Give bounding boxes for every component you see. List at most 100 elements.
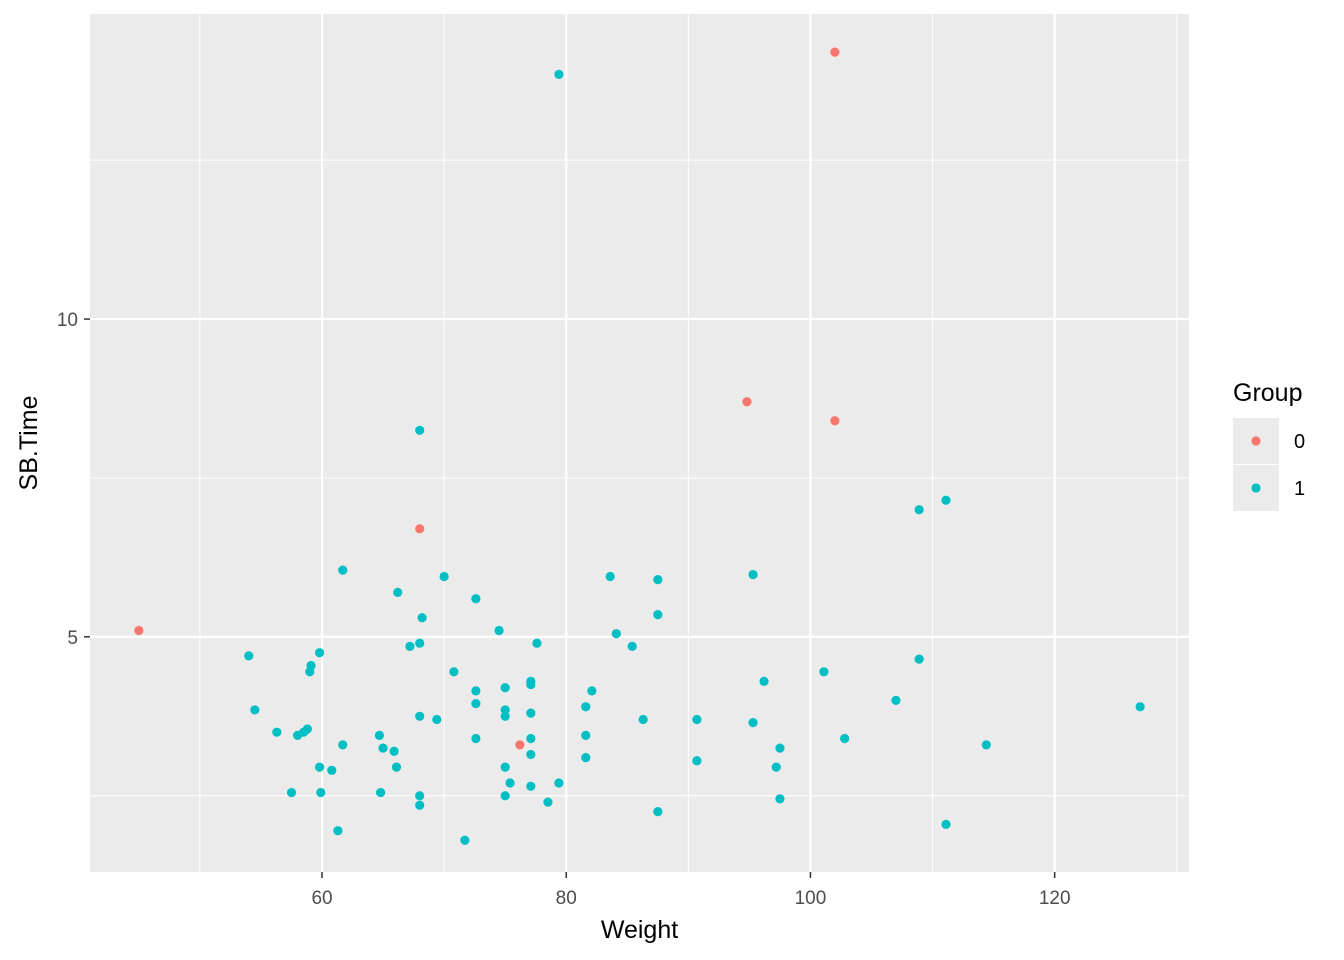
legend-label-1: 1 (1294, 478, 1305, 500)
data-point-group-1 (500, 683, 510, 693)
data-point-group-1 (338, 565, 348, 575)
legend-title: Group (1233, 379, 1302, 407)
major-grid (90, 14, 1189, 872)
data-point-group-1 (748, 718, 758, 728)
data-point-group-1 (653, 807, 663, 817)
data-point-group-1 (914, 505, 924, 515)
minor-grid (90, 14, 1189, 872)
data-point-group-1 (981, 740, 991, 750)
data-point-group-1 (840, 733, 850, 744)
data-point-group-1 (338, 740, 348, 750)
data-point-group-1 (500, 705, 510, 715)
data-point-group-1 (378, 743, 388, 753)
data-point-group-1 (941, 819, 951, 829)
legend: Group 0 1 (1233, 379, 1305, 511)
data-point-group-0 (415, 524, 425, 534)
data-point-group-0 (515, 740, 525, 750)
data-point-group-1 (526, 679, 536, 690)
data-point-group-1 (581, 730, 591, 740)
data-point-group-1 (554, 69, 564, 79)
data-point-group-1 (376, 787, 386, 798)
legend-key-0-marker (1251, 436, 1261, 446)
x-tick-label: 80 (556, 888, 577, 909)
data-point-group-1 (460, 835, 470, 845)
data-point-group-1 (914, 654, 924, 664)
data-point-group-1 (449, 667, 459, 677)
data-point-group-1 (494, 625, 504, 636)
data-point-group-1 (415, 638, 425, 648)
data-point-group-0 (830, 47, 840, 57)
data-point-group-1 (543, 797, 553, 807)
data-point-group-1 (286, 787, 297, 798)
data-point-group-1 (393, 587, 403, 597)
data-point-group-1 (316, 787, 326, 798)
x-tick-label: 120 (1039, 888, 1071, 909)
data-point-group-1 (526, 733, 536, 744)
data-point-group-1 (250, 705, 260, 715)
data-point-group-1 (314, 648, 325, 658)
data-point-group-1 (554, 778, 564, 788)
data-point-group-1 (505, 778, 515, 788)
data-point-group-1 (775, 794, 785, 804)
y-tick-label: 10 (57, 310, 78, 331)
data-points (134, 47, 1145, 845)
data-point-group-1 (306, 660, 316, 671)
data-point-group-1 (605, 571, 615, 582)
data-point-group-0 (134, 625, 144, 636)
y-axis-title: SB.Time (15, 396, 43, 491)
data-point-group-1 (302, 724, 312, 734)
data-point-group-1 (500, 762, 510, 772)
data-point-group-0 (742, 397, 752, 407)
data-point-group-1 (415, 711, 425, 721)
legend-key-1-marker (1251, 483, 1261, 493)
data-point-group-1 (1135, 702, 1145, 712)
data-point-group-1 (587, 686, 597, 696)
data-point-group-1 (415, 425, 425, 435)
data-point-group-1 (771, 762, 781, 772)
axis-ticks (84, 318, 1056, 878)
data-point-group-1 (415, 800, 425, 810)
data-point-group-1 (748, 569, 758, 580)
data-point-group-1 (611, 629, 621, 639)
data-point-group-1 (526, 781, 536, 791)
data-point-group-1 (653, 610, 663, 620)
data-point-group-0 (830, 416, 840, 426)
data-point-group-1 (333, 826, 343, 836)
data-point-group-1 (471, 594, 481, 604)
data-point-group-1 (391, 762, 402, 772)
data-point-group-1 (819, 667, 829, 677)
x-axis-tick-labels: 60 80 100 120 (311, 888, 1070, 909)
data-point-group-1 (432, 714, 442, 725)
data-point-group-1 (327, 765, 337, 775)
data-point-group-1 (692, 714, 702, 725)
x-tick-label: 100 (795, 888, 827, 909)
data-point-group-1 (417, 613, 427, 623)
data-point-group-1 (471, 733, 481, 744)
y-axis-tick-labels: 5 10 (57, 310, 78, 649)
y-tick-label: 5 (67, 628, 78, 649)
data-point-group-1 (627, 641, 637, 651)
data-point-group-1 (532, 638, 542, 648)
data-point-group-1 (405, 641, 415, 651)
data-point-group-1 (415, 791, 425, 801)
data-point-group-1 (439, 571, 449, 582)
data-point-group-1 (759, 676, 769, 686)
data-point-group-1 (941, 495, 951, 505)
data-point-group-1 (389, 746, 399, 756)
plot-panel (90, 14, 1189, 872)
x-axis-title: Weight (601, 916, 678, 944)
data-point-group-1 (500, 711, 510, 721)
data-point-group-1 (775, 743, 785, 753)
data-point-group-1 (374, 730, 385, 740)
x-tick-label: 60 (311, 888, 332, 909)
data-point-group-1 (471, 698, 481, 709)
data-point-group-1 (581, 753, 591, 763)
data-point-group-1 (638, 714, 648, 725)
data-point-group-1 (244, 651, 254, 661)
data-point-group-1 (272, 727, 282, 737)
data-point-group-1 (581, 702, 591, 712)
data-point-group-1 (891, 695, 901, 706)
data-point-group-1 (500, 791, 510, 801)
data-point-group-1 (526, 749, 536, 760)
